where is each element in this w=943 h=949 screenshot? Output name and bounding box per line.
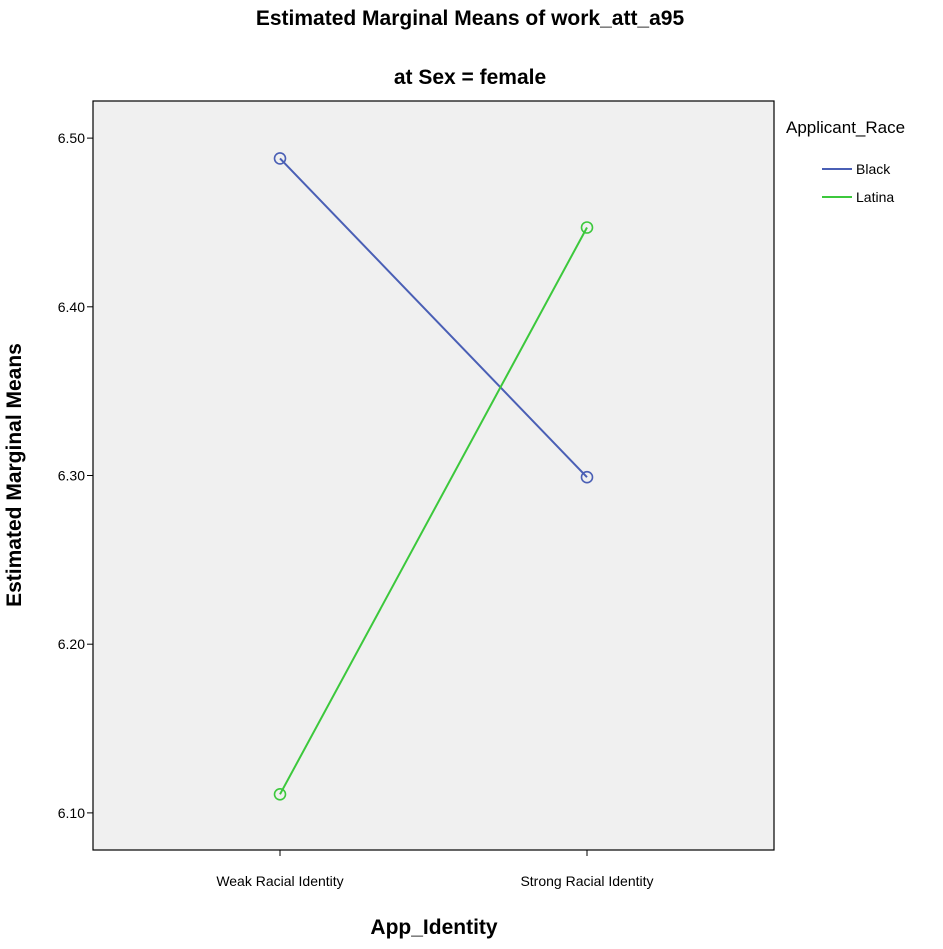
- data-point-black: [273, 152, 287, 165]
- data-point-black: [580, 470, 594, 484]
- legend-title: Applicant_Race: [786, 118, 905, 137]
- data-point-latina: [580, 221, 594, 234]
- x-tick-label: Strong Racial Identity: [520, 873, 653, 889]
- legend: Applicant_Race Black Latina: [786, 118, 905, 205]
- x-axis-label: App_Identity: [370, 916, 497, 939]
- plot-area: [92, 100, 775, 851]
- series-layer: [273, 152, 594, 801]
- series-line-black: [279, 157, 588, 478]
- y-tick-label: 6.50: [58, 130, 85, 146]
- y-tick-label: 6.20: [58, 636, 85, 652]
- legend-label-black: Black: [856, 161, 891, 177]
- y-tick-label: 6.10: [58, 805, 85, 821]
- series-line-latina: [279, 227, 588, 795]
- chart-subtitle: at Sex = female: [394, 66, 546, 89]
- data-point-latina: [273, 787, 287, 801]
- legend-label-latina: Latina: [856, 189, 894, 205]
- x-axis: Weak Racial Identity Strong Racial Identi…: [216, 850, 654, 889]
- chart-title: Estimated Marginal Means of work_att_a95: [256, 7, 685, 30]
- legend-items: Black Latina: [822, 161, 894, 205]
- y-axis: 6.10 6.20 6.30 6.40 6.50: [58, 130, 93, 821]
- y-tick-label: 6.30: [58, 468, 85, 484]
- x-tick-label: Weak Racial Identity: [216, 873, 343, 889]
- y-tick-label: 6.40: [58, 299, 85, 315]
- y-axis-label: Estimated Marginal Means: [3, 343, 26, 607]
